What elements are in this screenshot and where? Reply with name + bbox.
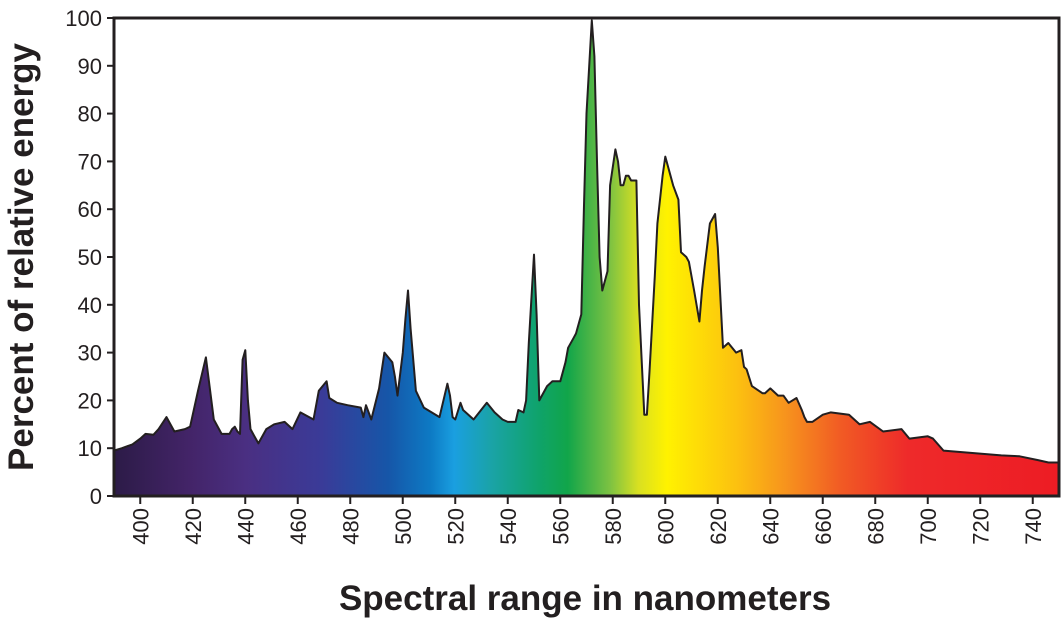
plot-area [113,19,1059,497]
y-tick-label: 50 [78,245,102,270]
axes: 0 10 20 30 40 50 60 70 80 90 100 400 420 440 460 480 500… [65,6,1061,545]
x-tick-label: 620 [706,508,731,545]
x-axis-title: Spectral range in nanometers [339,579,831,618]
x-tick-label: 580 [601,508,626,545]
y-tick-label: 30 [78,341,102,366]
x-tick-label: 600 [653,508,678,545]
x-tick-label: 500 [391,508,416,545]
y-tick-label: 0 [90,484,102,509]
x-tick-label: 680 [863,508,888,545]
y-tick-label: 10 [78,436,102,461]
y-tick-label: 20 [78,388,102,413]
x-tick-label: 640 [758,508,783,545]
x-tick-label: 560 [548,508,573,545]
x-tick-label: 540 [496,508,521,545]
x-tick-label: 720 [968,508,993,545]
x-tick-label: 460 [286,508,311,545]
x-tick-label: 480 [338,508,363,545]
y-tick-label: 40 [78,293,102,318]
x-tick-label: 400 [128,508,153,545]
y-axis-title: Percent of relative energy [2,42,41,470]
x-tick-label: 660 [811,508,836,545]
x-tick-label: 520 [443,508,468,545]
y-tick-label: 100 [65,6,102,31]
spectrum-outline [113,19,1059,464]
y-tick-label: 70 [78,149,102,174]
y-tick-label: 60 [78,197,102,222]
x-tick-label: 440 [233,508,258,545]
y-tick-label: 90 [78,54,102,79]
x-tick-label: 700 [916,508,941,545]
y-tick-label: 80 [78,102,102,127]
x-tick-label: 420 [181,508,206,545]
x-tick-label: 740 [1021,508,1046,545]
spectrum-area [114,20,1059,497]
